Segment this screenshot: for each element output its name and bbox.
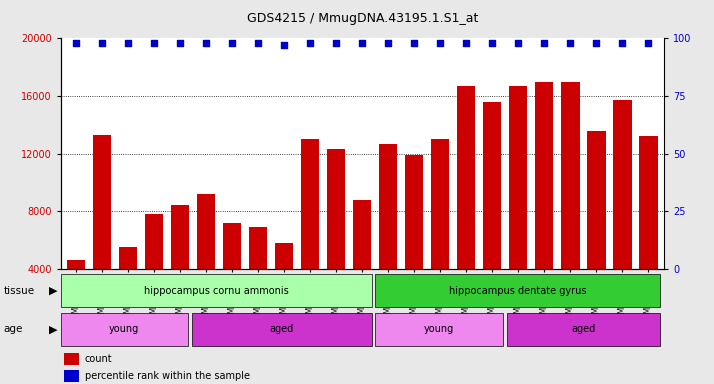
Point bbox=[538, 40, 550, 46]
Bar bbox=[483, 102, 501, 326]
Point bbox=[356, 40, 368, 46]
Point bbox=[513, 40, 524, 46]
Point bbox=[643, 40, 654, 46]
Bar bbox=[376, 275, 660, 307]
Text: percentile rank within the sample: percentile rank within the sample bbox=[85, 371, 250, 381]
Bar bbox=[431, 139, 450, 326]
Point bbox=[253, 40, 264, 46]
Point bbox=[408, 40, 420, 46]
Bar bbox=[561, 82, 580, 326]
Bar bbox=[536, 82, 553, 326]
Bar bbox=[457, 86, 476, 326]
Bar bbox=[61, 313, 188, 346]
Bar bbox=[376, 313, 503, 346]
Point bbox=[617, 40, 628, 46]
Point bbox=[461, 40, 472, 46]
Bar bbox=[197, 194, 216, 326]
Point bbox=[590, 40, 602, 46]
Bar bbox=[509, 86, 528, 326]
Text: aged: aged bbox=[270, 324, 294, 334]
Text: ▶: ▶ bbox=[49, 286, 57, 296]
Point bbox=[175, 40, 186, 46]
Bar bbox=[613, 100, 631, 326]
Point bbox=[149, 40, 160, 46]
Point bbox=[305, 40, 316, 46]
Bar bbox=[639, 136, 658, 326]
Bar bbox=[249, 227, 268, 326]
Bar bbox=[406, 155, 423, 326]
Text: hippocampus cornu ammonis: hippocampus cornu ammonis bbox=[144, 286, 288, 296]
Point bbox=[71, 40, 82, 46]
Point bbox=[487, 40, 498, 46]
Bar bbox=[275, 243, 293, 326]
Bar bbox=[61, 275, 371, 307]
Point bbox=[331, 40, 342, 46]
Text: aged: aged bbox=[571, 324, 595, 334]
Point bbox=[565, 40, 576, 46]
Text: count: count bbox=[85, 354, 112, 364]
Bar bbox=[301, 139, 319, 326]
Bar bbox=[507, 313, 660, 346]
Point bbox=[383, 40, 394, 46]
Bar bbox=[94, 135, 111, 326]
Text: hippocampus dentate gyrus: hippocampus dentate gyrus bbox=[449, 286, 586, 296]
Text: GDS4215 / MmugDNA.43195.1.S1_at: GDS4215 / MmugDNA.43195.1.S1_at bbox=[246, 12, 478, 25]
Point bbox=[96, 40, 108, 46]
Bar bbox=[327, 149, 346, 326]
Bar bbox=[145, 214, 164, 326]
Bar bbox=[353, 200, 371, 326]
Bar bbox=[192, 313, 371, 346]
Bar bbox=[588, 131, 605, 326]
Point bbox=[278, 42, 290, 48]
Bar bbox=[379, 144, 398, 326]
Text: tissue: tissue bbox=[4, 286, 35, 296]
Text: young: young bbox=[109, 324, 139, 334]
Point bbox=[226, 40, 238, 46]
Text: age: age bbox=[4, 324, 23, 334]
Bar bbox=[64, 353, 79, 365]
Point bbox=[123, 40, 134, 46]
Bar bbox=[223, 223, 241, 326]
Bar bbox=[171, 205, 189, 326]
Text: young: young bbox=[424, 324, 454, 334]
Bar bbox=[64, 370, 79, 382]
Bar bbox=[67, 260, 86, 326]
Text: ▶: ▶ bbox=[49, 324, 57, 334]
Point bbox=[201, 40, 212, 46]
Point bbox=[435, 40, 446, 46]
Bar bbox=[119, 247, 137, 326]
